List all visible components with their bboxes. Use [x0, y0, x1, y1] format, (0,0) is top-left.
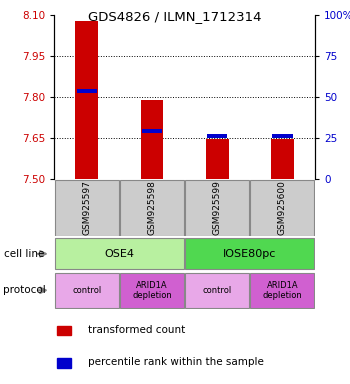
Text: cell line: cell line	[4, 249, 44, 259]
Bar	[142, 129, 162, 133]
Bar	[120, 273, 184, 308]
Text: GSM925599: GSM925599	[213, 180, 222, 235]
Text: GSM925598: GSM925598	[148, 180, 156, 235]
Bar	[55, 273, 119, 308]
Bar	[251, 273, 314, 308]
Bar	[55, 238, 184, 269]
Text: GSM925600: GSM925600	[278, 180, 287, 235]
Bar	[206, 139, 229, 179]
Bar	[57, 358, 71, 367]
Text: GDS4826 / ILMN_1712314: GDS4826 / ILMN_1712314	[88, 10, 262, 23]
Text: IOSE80pc: IOSE80pc	[223, 249, 276, 259]
Bar	[185, 238, 314, 269]
Bar	[185, 273, 249, 308]
Bar	[251, 180, 314, 236]
Bar	[185, 180, 249, 236]
Text: GSM925597: GSM925597	[82, 180, 91, 235]
Text: percentile rank within the sample: percentile rank within the sample	[88, 357, 264, 367]
Text: protocol: protocol	[4, 285, 46, 295]
Text: ARID1A
depletion: ARID1A depletion	[262, 281, 302, 300]
Bar	[120, 180, 184, 236]
Text: OSE4: OSE4	[104, 249, 134, 259]
Bar	[207, 134, 228, 138]
Bar	[77, 89, 97, 93]
Text: control: control	[203, 286, 232, 295]
Bar	[55, 180, 119, 236]
Bar	[141, 100, 163, 179]
Bar	[272, 134, 293, 138]
Bar	[57, 326, 71, 335]
Text: ARID1A
depletion: ARID1A depletion	[132, 281, 172, 300]
Bar	[76, 21, 98, 179]
Text: control: control	[72, 286, 102, 295]
Bar	[271, 139, 294, 179]
Text: transformed count: transformed count	[88, 324, 186, 334]
